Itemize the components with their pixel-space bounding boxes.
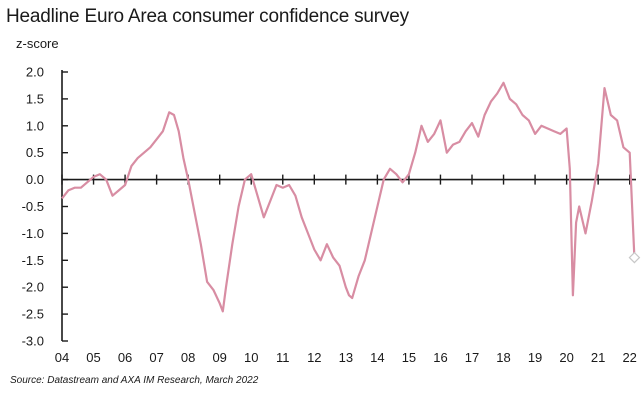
- x-tick-label: 22: [622, 350, 636, 365]
- last-point-marker: [628, 251, 641, 264]
- y-tick-label: -2.0: [22, 280, 44, 295]
- y-axis-label: z-score: [16, 36, 59, 51]
- y-tick-label: 1.5: [26, 91, 44, 106]
- x-tick-label: 20: [559, 350, 573, 365]
- x-tick-label: 12: [307, 350, 321, 365]
- x-tick-label: 16: [433, 350, 447, 365]
- x-tick-label: 08: [181, 350, 195, 365]
- y-tick-label: 0.0: [26, 172, 44, 187]
- x-tick-label: 15: [402, 350, 416, 365]
- x-tick-label: 07: [149, 350, 163, 365]
- x-tick-label: 18: [496, 350, 510, 365]
- x-tick-label: 11: [276, 350, 290, 365]
- x-tick-label: 04: [55, 350, 69, 365]
- x-tick-label: 05: [86, 350, 100, 365]
- y-tick-label: -2.5: [22, 307, 44, 322]
- y-tick-label: -3.0: [22, 334, 44, 349]
- x-tick-label: 17: [465, 350, 479, 365]
- x-tick-label: 14: [370, 350, 384, 365]
- y-tick-label: 0.5: [26, 145, 44, 160]
- series-line: [61, 81, 636, 313]
- x-tick-label: 06: [118, 350, 132, 365]
- source-note: Source: Datastream and AXA IM Research, …: [10, 375, 259, 386]
- y-tick-label: 2.0: [26, 65, 44, 80]
- chart-title: Headline Euro Area consumer confidence s…: [6, 6, 409, 27]
- x-tick-label: 13: [339, 350, 353, 365]
- y-tick-label: -0.5: [22, 199, 44, 214]
- y-tick-label: -1.5: [22, 253, 44, 268]
- x-tick-label: 09: [212, 350, 226, 365]
- x-tick-label: 21: [591, 350, 605, 365]
- x-tick-label: 19: [528, 350, 542, 365]
- y-tick-label: 1.0: [26, 118, 44, 133]
- x-tick-label: 10: [244, 350, 258, 365]
- y-tick-label: -1.0: [22, 226, 44, 241]
